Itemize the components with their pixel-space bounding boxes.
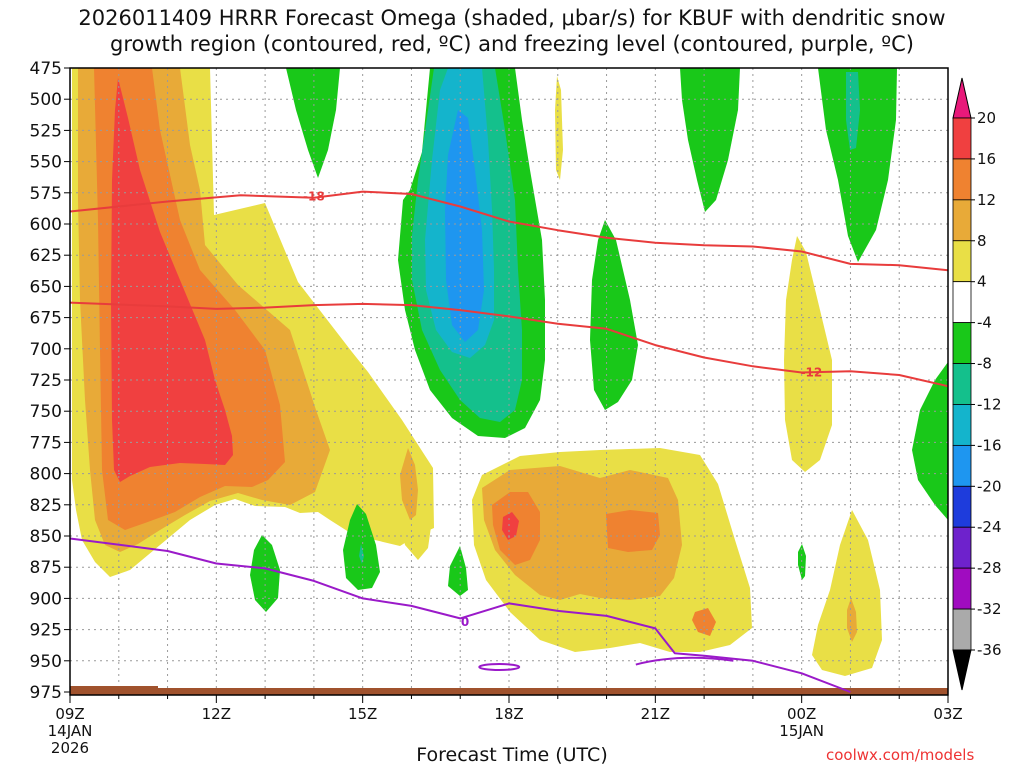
x-tick-label: 03Z	[933, 705, 962, 723]
x-tick-label: 18Z	[494, 705, 523, 723]
y-tick-label: 675	[30, 309, 62, 329]
y-tick-label: 725	[30, 371, 62, 391]
y-tick-label: 650	[30, 277, 62, 297]
colorbar-band	[952, 404, 972, 446]
y-tick-label: 975	[30, 683, 62, 703]
colorbar-band	[952, 526, 972, 569]
colorbar-band	[952, 281, 972, 324]
y-tick-label: 875	[30, 558, 62, 578]
x-tick-label: 21Z	[641, 705, 670, 723]
omega-region-minus4-minus8	[448, 546, 468, 596]
y-tick-label: 850	[30, 527, 62, 547]
colorbar: 20 16 12 8 4 -4 -8 -12 -16 -20 -24 -28 -32 -36	[952, 77, 1002, 691]
x-tick-label: 12Z	[202, 705, 231, 723]
x-tick-label: 09Z	[55, 705, 84, 723]
omega-region-8-12	[400, 448, 418, 520]
colorbar-band	[952, 444, 972, 487]
colorbar-label: -12	[977, 395, 1002, 413]
colorbar-band	[952, 567, 972, 610]
x-tick-label: 15Z	[348, 705, 377, 723]
colorbar-band	[952, 322, 972, 364]
y-tick-label: 525	[30, 121, 62, 141]
omega-region-minus4-minus8	[818, 68, 897, 262]
colorbar-label: 16	[977, 150, 996, 168]
colorbar-label: -4	[977, 314, 992, 332]
omega-region-minus4-minus8	[912, 362, 948, 520]
y-tick-label: 750	[30, 402, 62, 422]
grid	[70, 68, 948, 695]
chart-title-line-2: growth region (contoured, red, ºC) and f…	[110, 32, 914, 56]
omega-region-16-20	[502, 512, 519, 540]
contour-freezing-loop	[478, 663, 521, 672]
x-tick-label: 00Z	[787, 705, 816, 723]
colorbar-label: -8	[977, 355, 992, 373]
colorbar-label: 4	[977, 273, 987, 291]
omega-shading	[72, 68, 948, 676]
omega-region-minus16-minus20	[445, 110, 484, 342]
contour-dgz-minus18	[69, 190, 949, 272]
omega-region-minus4-minus8	[286, 68, 340, 178]
contour-dgz-minus12	[69, 301, 949, 388]
colorbar-band	[952, 608, 972, 651]
y-tick-label: 550	[30, 153, 62, 173]
colorbar-label: -20	[977, 477, 1002, 495]
colorbar-label: -24	[977, 518, 1002, 536]
y-tick-label: 800	[30, 465, 62, 485]
x-date-label: 15JAN	[779, 722, 824, 740]
omega-region-16-20	[111, 78, 233, 482]
omega-region-12-16	[606, 510, 660, 552]
y-tick-label: 575	[30, 184, 62, 204]
y-tick-label: 475	[30, 59, 62, 79]
contours: -18 -12 0	[69, 190, 949, 693]
omega-region-8-12	[847, 598, 857, 642]
colorbar-label: -16	[977, 436, 1002, 454]
omega-region-4-8	[555, 76, 563, 180]
colorbar-label: -36	[977, 641, 1002, 659]
terrain-bump	[70, 686, 158, 689]
colorbar-band	[952, 199, 972, 242]
omega-region-minus4-minus8	[590, 220, 638, 410]
contour-label-freezing-level-0: 0	[461, 615, 469, 629]
x-year-label: 2026	[51, 739, 89, 757]
terrain-strip	[70, 688, 948, 695]
colorbar-label: 20	[977, 109, 996, 127]
contour-label-dgz-minus12: -12	[801, 366, 823, 380]
y-tick-label: 900	[30, 589, 62, 609]
colorbar-label: -32	[977, 600, 1002, 618]
y-axis: 475 500 525 550 575 600 625 650 675 700 725 750 775 8…	[30, 59, 70, 703]
y-tick-label: 950	[30, 652, 62, 672]
colorbar-top-arrow	[952, 77, 972, 119]
y-tick-label: 625	[30, 246, 62, 266]
omega-region-minus4-minus8	[680, 68, 740, 212]
y-tick-label: 700	[30, 340, 62, 360]
colorbar-label: 12	[977, 191, 996, 209]
contour-freezing-level-0	[69, 537, 851, 693]
colorbar-label: -28	[977, 559, 1002, 577]
y-tick-label: 600	[30, 215, 62, 235]
omega-region-minus8-minus12	[359, 544, 364, 564]
x-date-label: 14JAN	[48, 722, 93, 740]
colorbar-label: 8	[977, 232, 987, 250]
contour-label-dgz-minus18: -18	[303, 190, 325, 204]
y-tick-label: 825	[30, 496, 62, 516]
x-axis-title: Forecast Time (UTC)	[416, 744, 608, 766]
omega-region-4-8	[784, 236, 832, 472]
y-tick-label: 775	[30, 433, 62, 453]
colorbar-band	[952, 117, 972, 160]
colorbar-band	[952, 485, 972, 528]
colorbar-band	[952, 363, 972, 405]
chart-title-line-1: 2026011409 HRRR Forecast Omega (shaded, …	[78, 6, 946, 30]
colorbar-band	[952, 158, 972, 201]
contour-freezing-loop	[635, 656, 734, 666]
colorbar-band	[952, 240, 972, 283]
y-tick-label: 500	[30, 90, 62, 110]
colorbar-bottom-arrow	[952, 649, 972, 691]
y-tick-label: 925	[30, 621, 62, 641]
omega-region-4-8	[812, 510, 882, 676]
watermark: coolwx.com/models	[826, 746, 975, 764]
